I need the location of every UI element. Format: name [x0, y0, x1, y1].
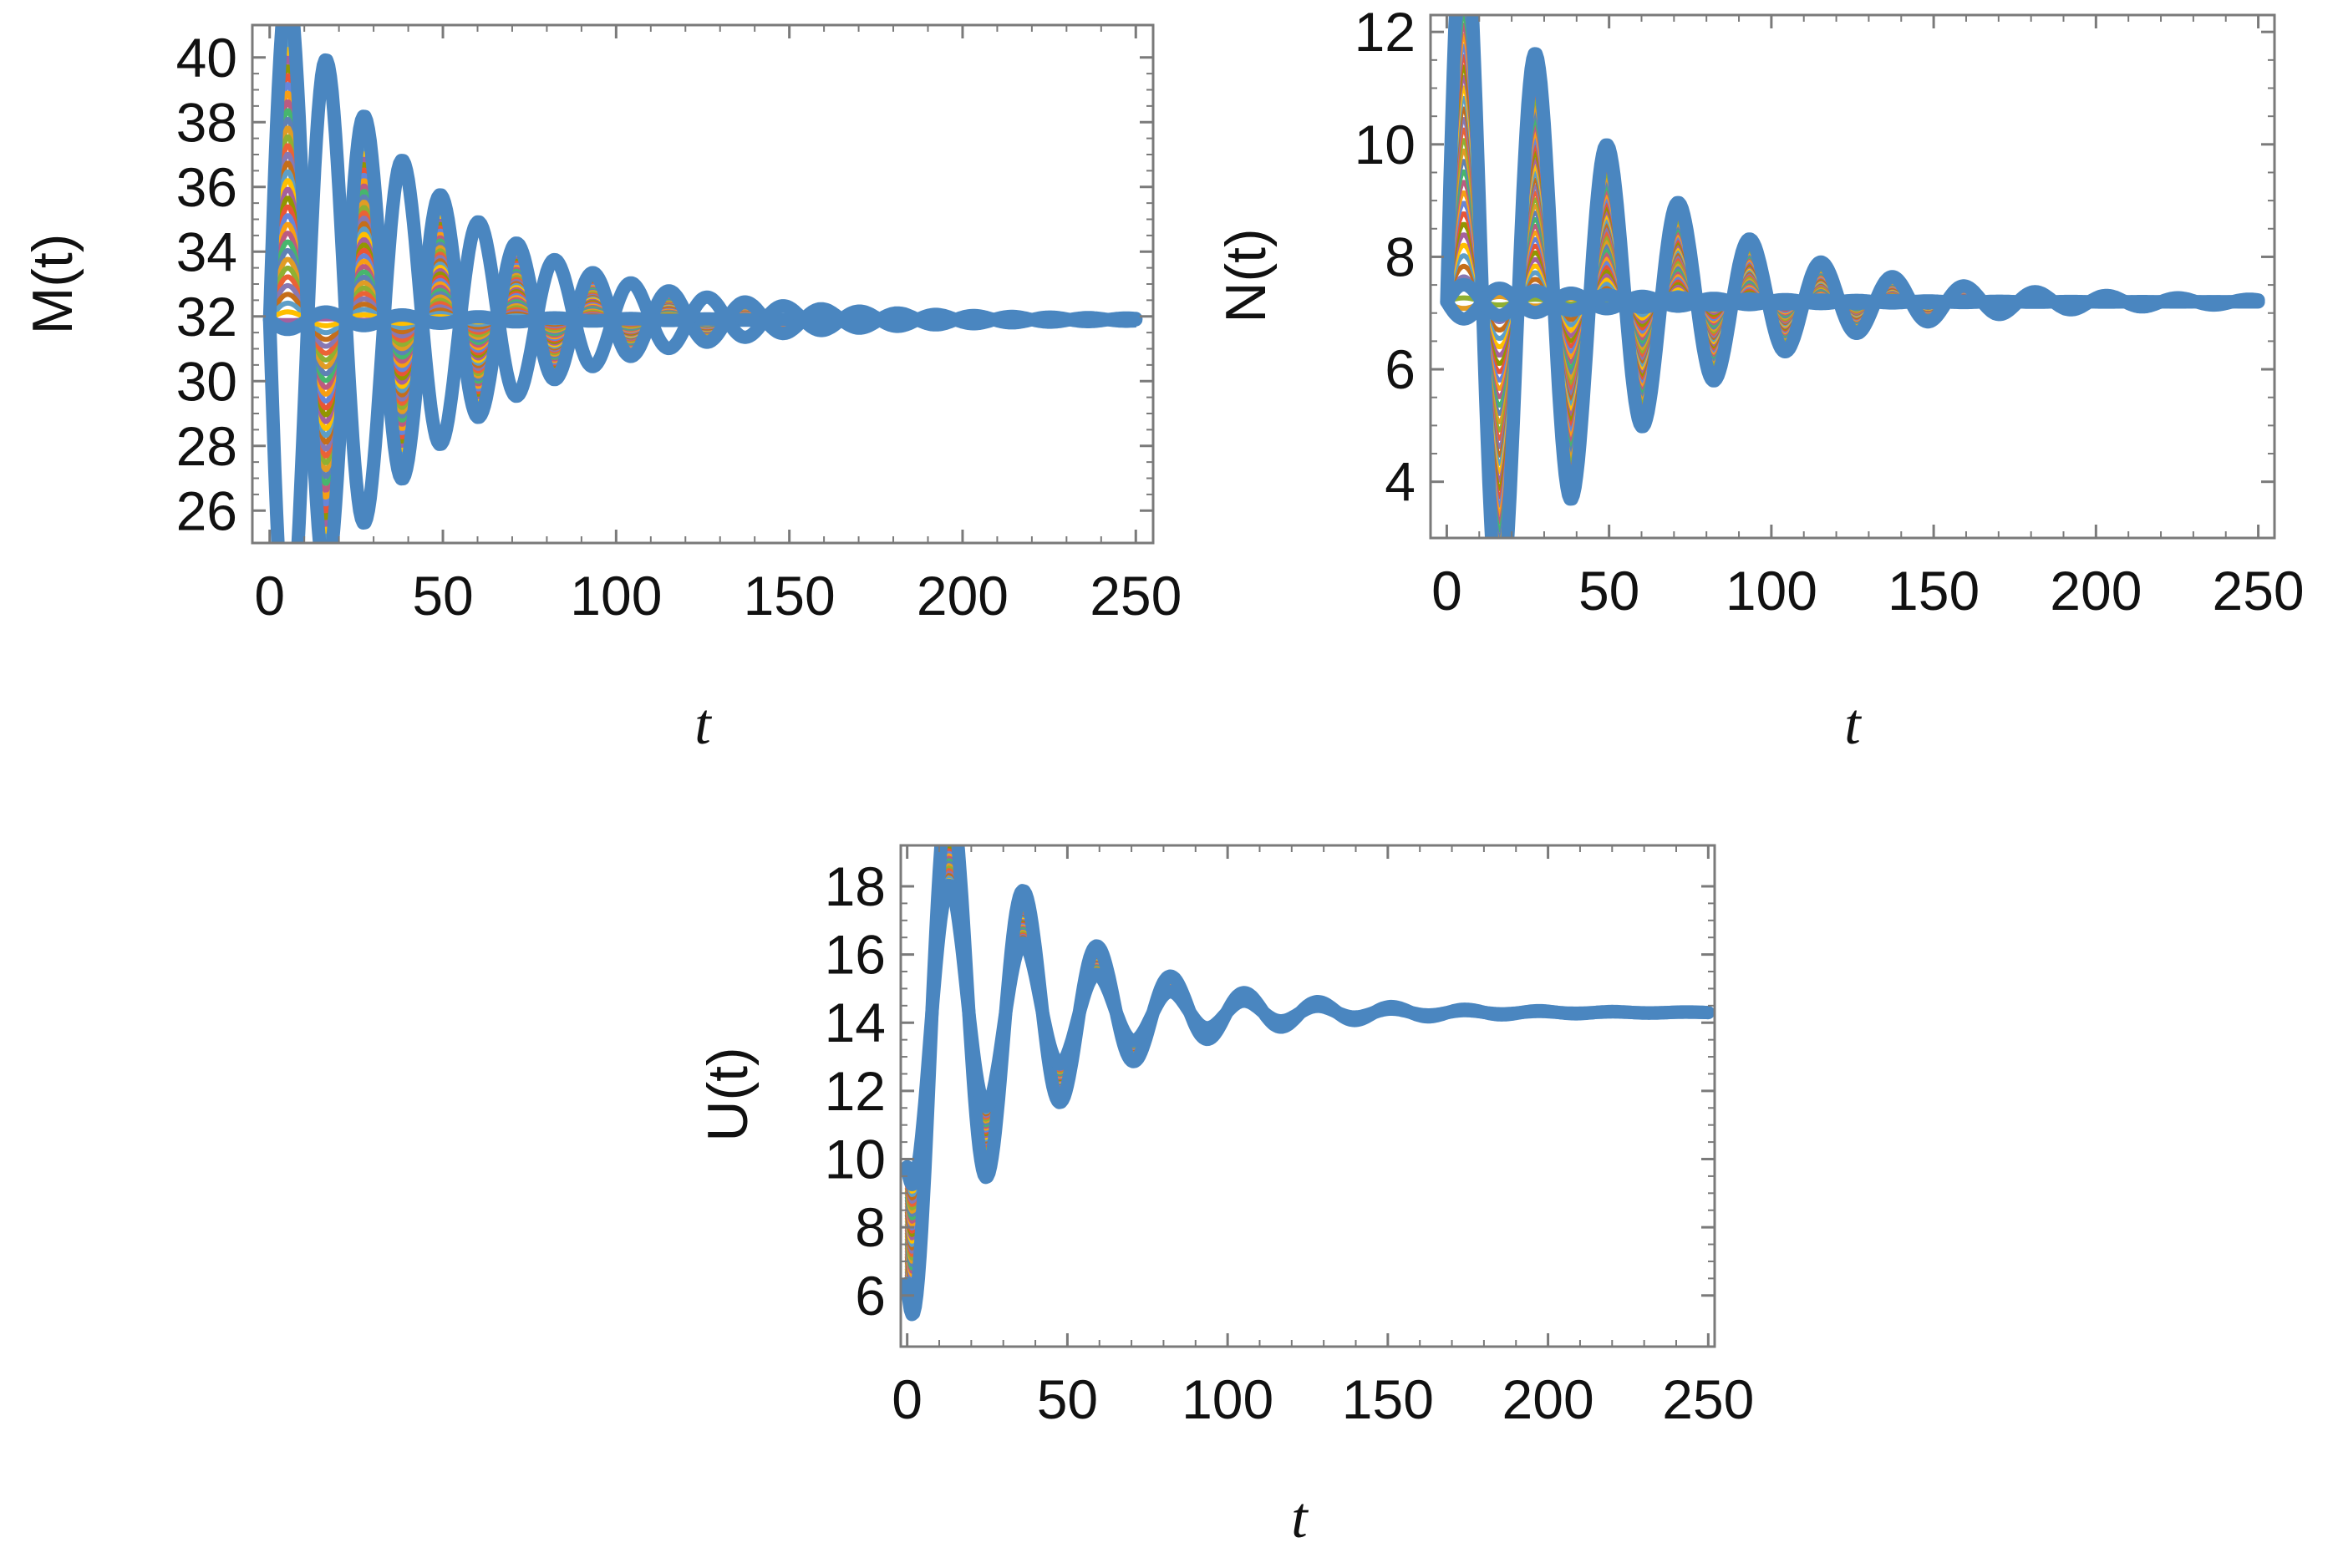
envelope-line-u-2: [901, 878, 1715, 1191]
y-tick-label-u-6: 6: [855, 1265, 886, 1327]
y-tick-label-m-40: 40: [176, 27, 237, 89]
y-tick-label-m-26: 26: [176, 480, 237, 541]
y-tick-label-u-18: 18: [825, 855, 886, 917]
x-tick-label-u-0: 0: [892, 1368, 922, 1430]
y-tick-label-n-6: 6: [1385, 338, 1416, 400]
series-line-m-2: [267, 25, 1137, 543]
series-layer-u: [901, 845, 1715, 1322]
series-line-u-9: [904, 845, 1710, 1291]
x-tick-label-m-200: 200: [917, 565, 1009, 627]
x-tick-label-n-0: 0: [1431, 560, 1462, 622]
series-layer-m: [262, 25, 1143, 543]
x-tick-label-u-200: 200: [1502, 1368, 1594, 1430]
envelope-line-m-mirror: [262, 53, 1141, 543]
plot-frame-u: [899, 844, 1716, 1348]
chart-panel-n: 0 50 100 150 200 250 4 6 8 10 12 N(t) t: [1214, 1, 2305, 757]
series-line-u-7: [904, 845, 1710, 1297]
x-tick-label-n-250: 250: [2213, 560, 2305, 622]
x-axis-label-u: t: [1291, 1486, 1309, 1550]
y-tick-label-n-12: 12: [1355, 1, 1416, 63]
x-tick-label-m-150: 150: [744, 565, 836, 627]
y-tick-label-m-34: 34: [176, 221, 237, 282]
series-layer-n: [1440, 15, 2265, 538]
y-axis-label-u: U(t): [696, 1047, 760, 1141]
y-tick-label-u-16: 16: [825, 924, 886, 986]
y-axis-label-n: N(t): [1214, 228, 1278, 322]
x-axis-label-n: t: [1844, 693, 1862, 757]
series-line-u-8: [904, 845, 1710, 1294]
x-tick-label-u-250: 250: [1662, 1368, 1754, 1430]
series-line-u-11: [904, 845, 1710, 1284]
x-tick-label-m-50: 50: [412, 565, 473, 627]
x-tick-label-n-50: 50: [1578, 560, 1639, 622]
x-tick-label-m-100: 100: [570, 565, 662, 627]
y-tick-label-m-36: 36: [176, 156, 237, 218]
y-tick-label-m-28: 28: [176, 415, 237, 477]
series-line-u-3: [904, 845, 1710, 1311]
x-tick-label-u-100: 100: [1182, 1368, 1273, 1430]
y-tick-label-n-10: 10: [1355, 114, 1416, 175]
envelope-line-u-1: [901, 845, 1715, 1322]
plot-frame-n: [1429, 13, 2276, 540]
y-tick-label-u-14: 14: [825, 992, 886, 1053]
ticks-n: 0 50 100 150 200 250 4 6 8 10 12: [1355, 1, 2305, 622]
x-tick-label-u-50: 50: [1037, 1368, 1098, 1430]
y-tick-label-m-32: 32: [176, 286, 237, 348]
x-axis-label-m: t: [694, 693, 712, 757]
series-line-u-1: [904, 845, 1710, 1317]
x-tick-label-n-100: 100: [1726, 560, 1817, 622]
series-line-u-4: [904, 845, 1710, 1307]
y-tick-label-m-38: 38: [176, 91, 237, 153]
series-line-m-1: [267, 25, 1137, 543]
series-line-u-5: [904, 845, 1710, 1304]
y-axis-label-m: M(t): [21, 234, 84, 335]
envelope-line-m-1: [262, 25, 1143, 543]
y-tick-label-u-8: 8: [855, 1196, 886, 1258]
envelope-line-n-mirror: [1441, 277, 2264, 322]
series-line-u-2: [904, 845, 1710, 1314]
x-tick-label-n-200: 200: [2050, 560, 2142, 622]
x-tick-label-m-0: 0: [254, 565, 285, 627]
y-tick-label-n-8: 8: [1385, 226, 1416, 287]
x-tick-label-m-250: 250: [1090, 565, 1182, 627]
y-tick-label-u-12: 12: [825, 1060, 886, 1122]
y-tick-label-u-10: 10: [825, 1129, 886, 1190]
x-tick-label-n-150: 150: [1888, 560, 1980, 622]
y-tick-label-n-4: 4: [1385, 451, 1416, 513]
x-tick-label-u-150: 150: [1342, 1368, 1434, 1430]
series-line-u-10: [904, 845, 1710, 1287]
y-tick-label-m-30: 30: [176, 350, 237, 412]
series-line-u-6: [904, 845, 1710, 1301]
